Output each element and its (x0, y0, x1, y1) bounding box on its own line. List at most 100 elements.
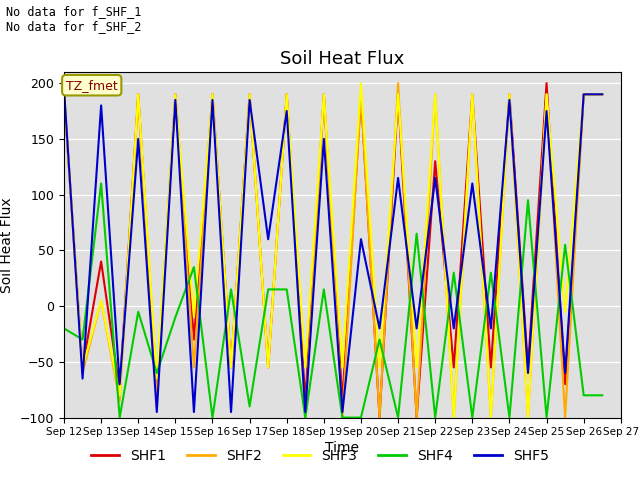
Text: No data for f_SHF_1
No data for f_SHF_2: No data for f_SHF_1 No data for f_SHF_2 (6, 5, 142, 33)
SHF1 (561, 381, 569, 387)
SHF2 (506, 91, 513, 97)
SHF2 (339, 415, 346, 420)
SHF5 (153, 409, 161, 415)
X-axis label: Time: Time (325, 442, 360, 456)
SHF2 (543, 91, 550, 97)
SHF4 (506, 415, 513, 420)
SHF2 (450, 415, 458, 420)
SHF2 (209, 91, 216, 97)
SHF2 (227, 364, 235, 370)
SHF5 (339, 409, 346, 415)
SHF5 (561, 370, 569, 376)
SHF4 (209, 415, 216, 420)
SHF3 (376, 364, 383, 370)
SHF2 (376, 415, 383, 420)
SHF4 (246, 404, 253, 409)
Text: TZ_fmet: TZ_fmet (66, 79, 118, 92)
SHF5 (524, 370, 532, 376)
SHF3 (487, 415, 495, 420)
Line: SHF2: SHF2 (64, 83, 602, 418)
SHF1 (487, 364, 495, 370)
SHF3 (357, 80, 365, 86)
SHF1 (320, 91, 328, 97)
SHF4 (264, 287, 272, 292)
SHF1 (394, 91, 402, 97)
SHF3 (524, 415, 532, 420)
SHF5 (598, 91, 606, 97)
SHF3 (394, 91, 402, 97)
SHF4 (450, 270, 458, 276)
SHF3 (172, 91, 179, 97)
SHF5 (357, 236, 365, 242)
SHF1 (339, 398, 346, 404)
SHF5 (97, 103, 105, 108)
SHF5 (431, 175, 439, 181)
SHF1 (116, 387, 124, 393)
SHF5 (543, 108, 550, 114)
SHF1 (431, 158, 439, 164)
SHF5 (450, 325, 458, 331)
Y-axis label: Soil Heat Flux: Soil Heat Flux (1, 197, 14, 293)
SHF3 (60, 91, 68, 97)
SHF4 (580, 393, 588, 398)
SHF4 (598, 393, 606, 398)
SHF4 (79, 336, 86, 342)
SHF4 (339, 415, 346, 420)
SHF5 (468, 180, 476, 186)
SHF2 (79, 370, 86, 376)
SHF5 (79, 376, 86, 382)
Line: SHF5: SHF5 (64, 89, 602, 412)
SHF5 (487, 325, 495, 331)
SHF1 (506, 91, 513, 97)
SHF4 (376, 336, 383, 342)
SHF4 (357, 415, 365, 420)
SHF2 (524, 415, 532, 420)
SHF1 (450, 364, 458, 370)
SHF3 (79, 364, 86, 370)
SHF5 (580, 91, 588, 97)
SHF2 (246, 91, 253, 97)
SHF2 (283, 91, 291, 97)
SHF3 (283, 91, 291, 97)
SHF5 (301, 409, 309, 415)
SHF4 (227, 287, 235, 292)
SHF5 (227, 409, 235, 415)
SHF4 (60, 325, 68, 331)
SHF2 (394, 80, 402, 86)
SHF2 (190, 364, 198, 370)
SHF5 (116, 381, 124, 387)
SHF3 (468, 91, 476, 97)
SHF1 (97, 259, 105, 264)
SHF5 (60, 86, 68, 92)
SHF1 (580, 91, 588, 97)
SHF4 (301, 415, 309, 420)
SHF1 (209, 91, 216, 97)
SHF4 (487, 270, 495, 276)
SHF3 (153, 376, 161, 382)
SHF3 (431, 91, 439, 97)
SHF3 (246, 91, 253, 97)
SHF2 (413, 415, 420, 420)
Legend: SHF1, SHF2, SHF3, SHF4, SHF5: SHF1, SHF2, SHF3, SHF4, SHF5 (86, 443, 554, 468)
SHF1 (79, 364, 86, 370)
SHF4 (320, 287, 328, 292)
SHF3 (97, 298, 105, 303)
SHF4 (431, 415, 439, 420)
SHF2 (357, 91, 365, 97)
SHF3 (227, 364, 235, 370)
SHF3 (543, 91, 550, 97)
SHF4 (394, 415, 402, 420)
SHF1 (357, 91, 365, 97)
SHF1 (413, 415, 420, 420)
SHF2 (301, 415, 309, 420)
SHF2 (97, 298, 105, 303)
SHF5 (246, 97, 253, 103)
SHF4 (413, 231, 420, 237)
SHF1 (134, 91, 142, 97)
SHF3 (339, 364, 346, 370)
SHF2 (598, 91, 606, 97)
SHF2 (264, 364, 272, 370)
SHF1 (172, 91, 179, 97)
SHF2 (580, 91, 588, 97)
SHF5 (394, 175, 402, 181)
